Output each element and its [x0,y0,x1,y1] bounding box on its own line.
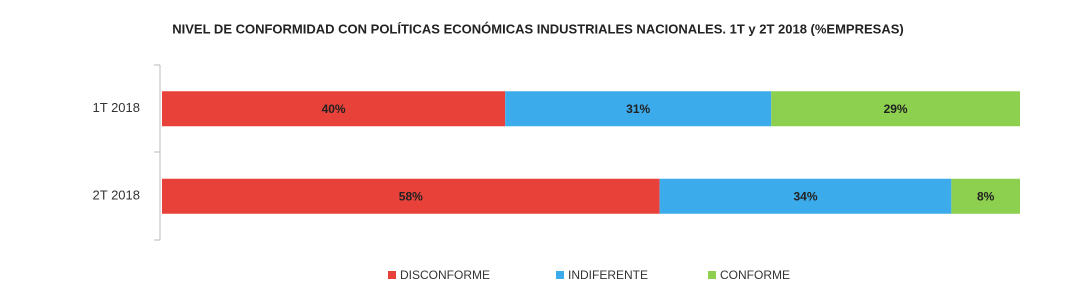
bar-segment [771,91,1020,127]
value-label: 31% [626,102,650,116]
legend-swatch [556,271,564,279]
value-label: 40% [322,102,346,116]
bar-segment [659,178,952,214]
y-tick-label: 2T 2018 [93,188,140,203]
legend-label: CONFORME [720,268,790,282]
legend-swatch [388,271,396,279]
legend-swatch [708,271,716,279]
legend-label: DISCONFORME [400,268,490,282]
legend-label: INDIFERENTE [568,268,648,282]
bar-segment [162,178,660,214]
value-label: 34% [793,189,817,203]
bar-segment [162,91,506,127]
chart-title: NIVEL DE CONFORMIDAD CON POLÍTICAS ECONÓ… [172,21,903,36]
value-label: 29% [884,102,908,116]
bar-segment [951,178,1020,214]
value-label: 58% [399,189,423,203]
y-tick-label: 1T 2018 [93,100,140,115]
bar-segment [505,91,772,127]
value-label: 8% [977,189,995,203]
